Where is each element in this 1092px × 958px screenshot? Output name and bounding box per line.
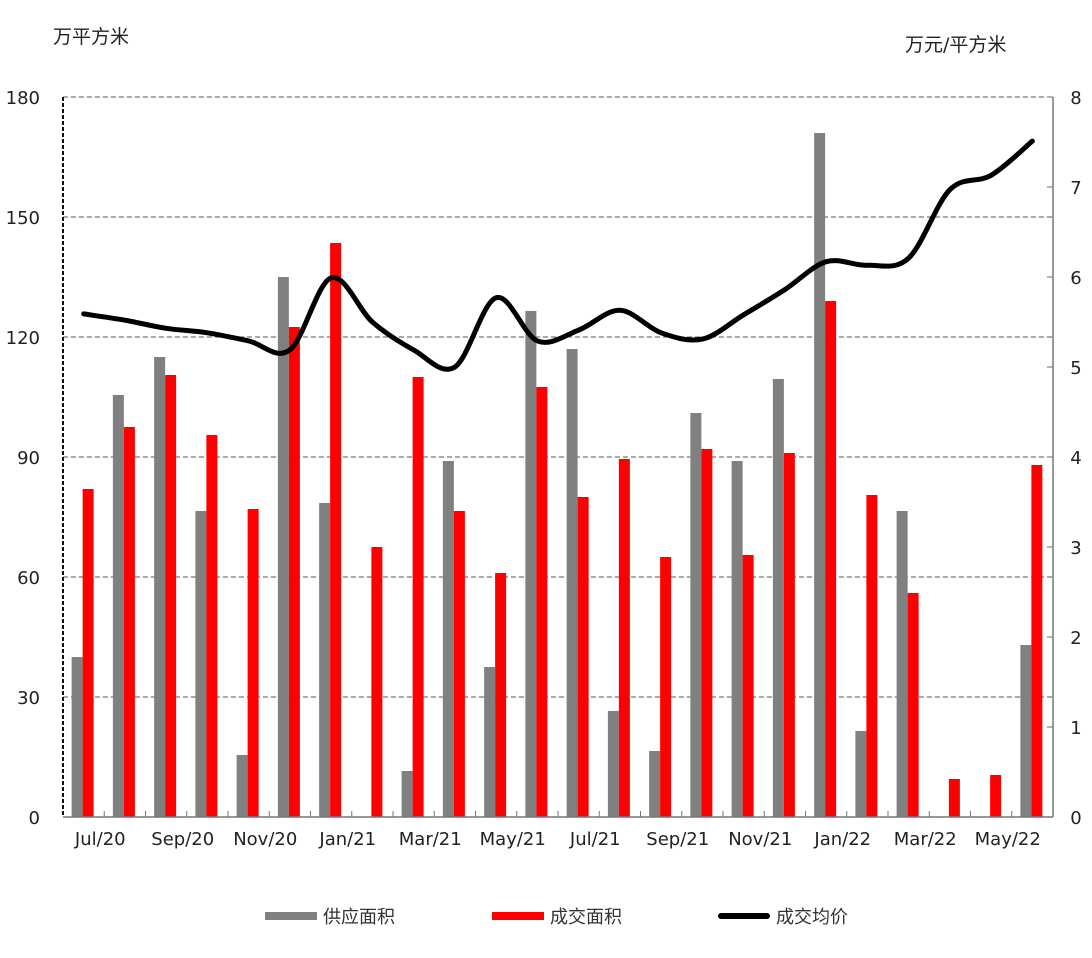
left-axis-tick-label: 90 — [17, 448, 40, 469]
left-axis-unit-label: 万平方米 — [53, 26, 130, 48]
deal-area-bar — [742, 555, 754, 817]
supply-bar — [442, 461, 454, 817]
right-axis-tick-label: 2 — [1070, 628, 1081, 649]
deal-area-bar — [660, 557, 672, 817]
x-axis-tick-label: Mar/22 — [894, 829, 957, 850]
legend-item-avg-price: 成交均价 — [718, 903, 848, 929]
supply-bar — [690, 413, 702, 817]
supply-bar — [896, 511, 908, 817]
supply-bar — [112, 395, 124, 817]
supply-bar — [566, 349, 578, 817]
deal-area-bar — [247, 509, 259, 817]
deal-area-bar — [453, 511, 465, 817]
legend: 供应面积 成交面积 成交均价 — [0, 903, 1092, 933]
deal-area-bar — [866, 495, 878, 817]
left-axis-tick-label: 180 — [6, 88, 40, 109]
legend-swatch-supply — [265, 912, 317, 920]
deal-area-bar — [165, 375, 177, 817]
left-axis-tick-label: 30 — [17, 688, 40, 709]
legend-label-supply: 供应面积 — [323, 907, 395, 928]
deal-area-bar — [783, 453, 795, 817]
x-axis-tick-label: Sep/21 — [646, 829, 709, 850]
deal-area-bar — [1031, 465, 1043, 817]
legend-label-avg-price: 成交均价 — [776, 907, 848, 928]
legend-swatch-deal-area — [492, 912, 544, 920]
legend-label-deal-area: 成交面积 — [550, 907, 622, 928]
x-axis-tick-label: Jan/22 — [813, 829, 871, 850]
legend-item-supply: 供应面积 — [265, 903, 395, 929]
supply-bar — [772, 379, 784, 817]
supply-bar — [649, 751, 661, 817]
right-axis-unit-label: 万元/平方米 — [905, 34, 1007, 56]
supply-bar — [731, 461, 743, 817]
deal-area-bar — [907, 593, 919, 817]
deal-area-bar — [82, 489, 94, 817]
left-axis-tick-label: 150 — [6, 208, 40, 229]
right-axis-tick-label: 6 — [1070, 268, 1081, 289]
supply-bar — [401, 771, 413, 817]
right-axis-tick-label: 7 — [1070, 178, 1081, 199]
x-axis-tick-label: May/22 — [975, 829, 1041, 850]
deal-area-bar — [206, 435, 218, 817]
deal-area-bar — [618, 459, 630, 817]
price-line-series — [81, 138, 1035, 372]
supply-bar — [319, 503, 331, 817]
deal-area-bar — [412, 377, 424, 817]
x-axis-tick-label: Nov/20 — [233, 829, 297, 850]
deal-area-bar — [825, 301, 837, 817]
legend-swatch-avg-price — [718, 913, 770, 919]
supply-bar — [277, 277, 289, 817]
supply-bar — [1020, 645, 1032, 817]
combo-chart: 0 30 60 90 120 150 180 0 1 2 3 4 5 6 7 8 Jul/20 Sep/20 Nov… — [6, 88, 1082, 850]
supply-bar — [236, 755, 248, 817]
supply-bar — [154, 357, 166, 817]
deal-area-bar — [948, 779, 960, 817]
supply-bar — [814, 133, 826, 817]
supply-bar — [195, 511, 207, 817]
deal-area-bar — [577, 497, 589, 817]
deal-area-bar — [123, 427, 135, 817]
supply-bar — [855, 731, 867, 817]
deal-area-bar — [288, 327, 300, 817]
right-axis-tick-label: 4 — [1070, 448, 1081, 469]
supply-bar — [525, 311, 537, 817]
deal-area-bar — [495, 573, 507, 817]
left-axis-tick-label: 120 — [6, 328, 40, 349]
x-axis-tick-label: Jul/21 — [569, 829, 621, 850]
avg-price-line — [81, 138, 1035, 372]
deal-area-bar — [371, 547, 383, 817]
x-axis-tick-label: Jan/21 — [318, 829, 376, 850]
axes: 0 30 60 90 120 150 180 0 1 2 3 4 5 6 7 8 Jul/20 Sep/20 Nov… — [6, 88, 1082, 850]
right-axis-tick-label: 3 — [1070, 538, 1081, 559]
deal-area-bar — [701, 449, 713, 817]
left-axis-tick-label: 60 — [17, 568, 40, 589]
x-axis-tick-label: Sep/20 — [151, 829, 214, 850]
bar-series — [71, 133, 1043, 817]
deal-area-bar — [990, 775, 1002, 817]
right-axis-tick-label: 5 — [1070, 358, 1081, 379]
right-axis-tick-label: 8 — [1070, 88, 1081, 109]
x-axis-tick-label: Nov/21 — [728, 829, 792, 850]
supply-bar — [71, 657, 83, 817]
left-axis-tick-label: 0 — [29, 808, 40, 829]
right-axis-tick-label: 1 — [1070, 718, 1081, 739]
x-axis-tick-label: Mar/21 — [399, 829, 462, 850]
supply-bar — [484, 667, 496, 817]
x-axis-tick-label: May/21 — [480, 829, 546, 850]
right-axis-tick-label: 0 — [1070, 808, 1081, 829]
supply-bar — [607, 711, 619, 817]
legend-item-deal-area: 成交面积 — [492, 903, 622, 929]
deal-area-bar — [536, 387, 548, 817]
deal-area-bar — [330, 243, 342, 817]
x-axis-tick-label: Jul/20 — [74, 829, 126, 850]
